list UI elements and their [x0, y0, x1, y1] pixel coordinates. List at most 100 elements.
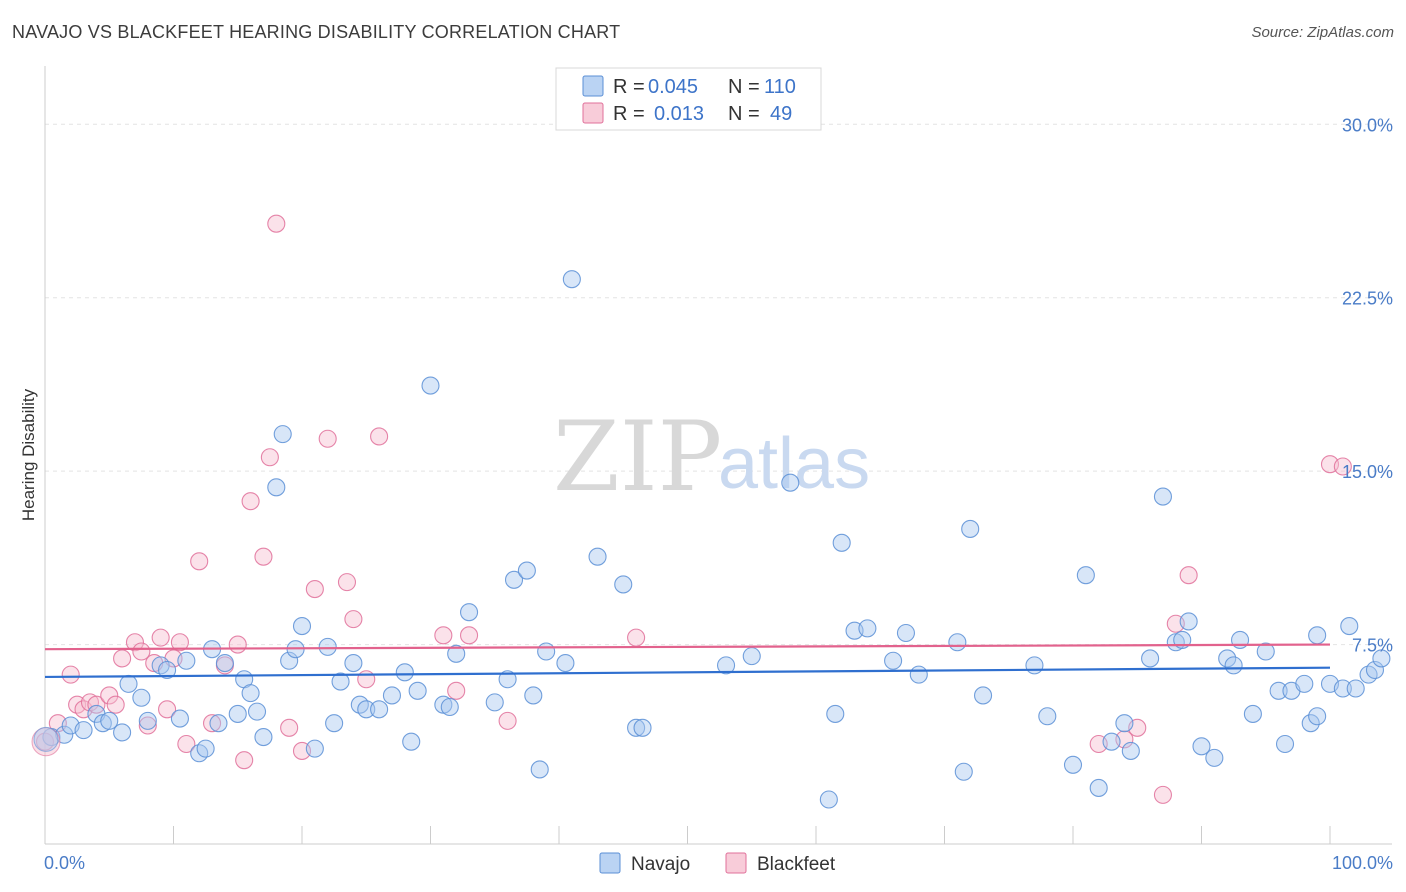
- navajo-point: [1333, 679, 1352, 698]
- blackfeet-point: [434, 626, 453, 645]
- navajo-point: [1224, 656, 1243, 675]
- navajo-point: [350, 695, 369, 714]
- navajo-point: [1340, 617, 1359, 636]
- navajo-point: [1256, 642, 1275, 661]
- watermark-atlas: atlas: [718, 424, 870, 504]
- blackfeet-point: [113, 649, 132, 668]
- navajo-point: [627, 718, 646, 737]
- blackfeet-point: [357, 670, 376, 689]
- navajo-point: [119, 674, 138, 693]
- blackfeet-point: [158, 700, 177, 719]
- navajo-point: [254, 728, 273, 747]
- navajo-point: [209, 714, 228, 733]
- x-tick-label-max: 100.0%: [1332, 853, 1393, 873]
- blackfeet-point: [106, 695, 125, 714]
- blackfeet-point: [267, 214, 286, 233]
- navajo-point: [826, 704, 845, 723]
- blackfeet-point: [1153, 785, 1172, 804]
- navajo-point: [1038, 707, 1057, 726]
- navajo-point: [562, 270, 581, 289]
- navajo-point: [1243, 704, 1262, 723]
- navajo-point: [151, 656, 170, 675]
- navajo-point: [100, 711, 119, 730]
- navajo-point: [633, 718, 652, 737]
- navajo-point: [196, 739, 215, 758]
- blackfeet-point: [1179, 566, 1198, 585]
- legend-navajo-n-value: 110: [764, 76, 796, 98]
- navajo-point: [961, 519, 980, 538]
- navajo-point: [177, 651, 196, 670]
- navajo-point: [1308, 626, 1327, 645]
- top-legend: R = 0.045 N = 110 R = 0.013 N = 49: [555, 67, 822, 131]
- y-axis-label: Hearing Disability: [19, 388, 38, 521]
- navajo-points: [31, 270, 1391, 809]
- navajo-point: [832, 533, 851, 552]
- legend-blackfeet-swatch: [582, 102, 604, 124]
- navajo-point: [1359, 665, 1378, 684]
- blackfeet-point: [61, 665, 80, 684]
- blackfeet-point: [447, 681, 466, 700]
- navajo-point: [884, 651, 903, 670]
- navajo-point: [138, 711, 157, 730]
- blackfeet-point: [337, 573, 357, 592]
- blackfeet-point: [370, 427, 389, 446]
- navajo-point: [357, 700, 376, 719]
- navajo-point: [1218, 649, 1237, 668]
- navajo-point: [716, 656, 736, 675]
- navajo-point: [318, 637, 337, 656]
- blackfeet-point: [125, 633, 144, 652]
- blackfeet-point: [260, 448, 279, 467]
- navajo-point: [1141, 649, 1160, 668]
- navajo-point: [819, 790, 838, 809]
- navajo-point: [1269, 681, 1288, 700]
- blackfeet-point: [318, 429, 337, 448]
- blackfeet-point: [100, 686, 119, 705]
- navajo-point: [742, 647, 761, 666]
- navajo-point: [1121, 741, 1140, 760]
- navajo-point: [973, 686, 993, 705]
- navajo-point: [858, 619, 877, 638]
- y-tick-labels: 7.5% 15.0% 22.5% 30.0%: [1342, 115, 1393, 655]
- bottom-legend-navajo-swatch: [599, 852, 621, 874]
- navajo-point: [909, 665, 928, 684]
- y-tick-label-1: 15.0%: [1342, 462, 1393, 482]
- navajo-point: [1089, 778, 1108, 797]
- navajo-point: [447, 644, 466, 663]
- navajo-point: [273, 425, 292, 444]
- navajo-point: [1346, 679, 1365, 698]
- navajo-point: [504, 570, 524, 589]
- navajo-point: [267, 478, 286, 497]
- x-tick-labels: 0.0% 100.0%: [44, 853, 1393, 873]
- navajo-point: [1301, 714, 1320, 733]
- blackfeet-point: [170, 633, 189, 652]
- axes: [44, 66, 1392, 845]
- blackfeet-point: [203, 714, 222, 733]
- y-tick-label-3: 30.0%: [1342, 115, 1393, 135]
- blackfeet-point: [305, 580, 324, 599]
- blackfeet-point: [498, 711, 517, 730]
- blackfeet-point: [228, 635, 247, 654]
- navajo-point: [440, 697, 459, 717]
- navajo-point: [325, 714, 344, 733]
- blackfeet-point: [138, 716, 157, 735]
- navajo-point: [190, 744, 209, 763]
- navajo-point: [421, 376, 440, 395]
- navajo-point: [113, 723, 132, 742]
- navajo-point: [1102, 732, 1121, 751]
- watermark: ZIP atlas: [553, 401, 870, 513]
- navajo-point: [1076, 566, 1095, 585]
- blackfeet-point: [241, 492, 260, 511]
- legend-blackfeet-r-value: 0.013: [654, 103, 704, 125]
- y-tick-label-0: 7.5%: [1352, 636, 1393, 656]
- bottom-legend-navajo-label: Navajo: [631, 854, 690, 875]
- navajo-point: [344, 654, 363, 673]
- bottom-legend-blackfeet-label: Blackfeet: [757, 854, 836, 875]
- navajo-point: [1372, 649, 1391, 668]
- navajo-point: [132, 688, 151, 707]
- blackfeet-point: [344, 610, 363, 629]
- navajo-point: [498, 670, 517, 689]
- navajo-point: [537, 642, 556, 661]
- navajo-point: [614, 575, 633, 594]
- bottom-legend: Navajo Blackfeet: [599, 852, 836, 875]
- navajo-point: [517, 561, 536, 580]
